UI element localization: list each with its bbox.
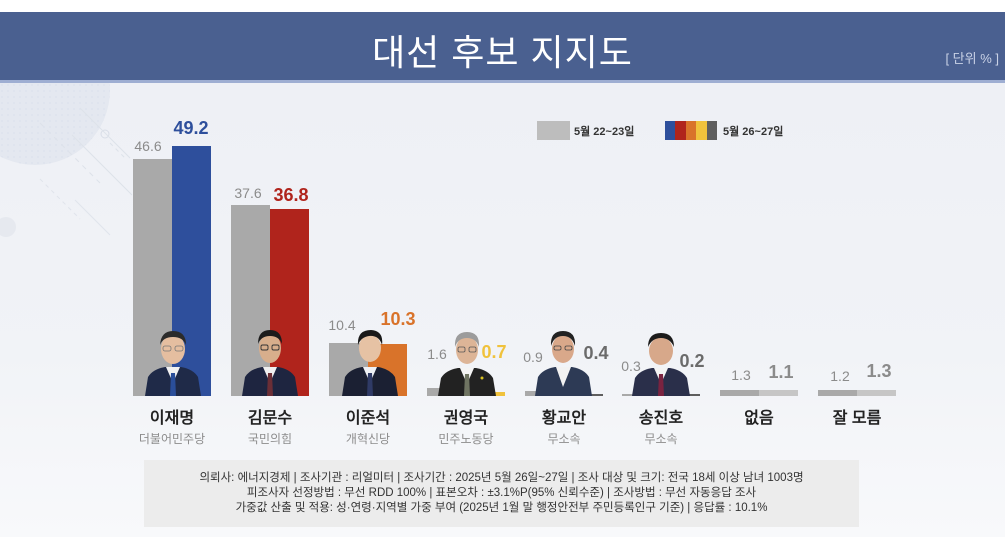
survey-info-line: 의뢰사: 에너지경제 | 조사기관 : 리얼미터 | 조사기간 : 2025년 …: [199, 472, 804, 484]
candidate-photo-song-jinho: [632, 333, 690, 396]
title-banner: 대선 후보 지지도 [ 단위 % ]: [0, 12, 1005, 80]
value-label-prev: 37.6: [234, 185, 262, 201]
chart-title: 대선 후보 지지도: [372, 32, 633, 73]
bar-group: [231, 0, 309, 396]
bar-curr: [857, 390, 896, 396]
value-label-prev: 46.6: [134, 138, 162, 154]
bar-curr: [759, 390, 798, 396]
candidate-photo-kwon-youngguk: [438, 332, 496, 396]
value-label-prev: 1.3: [731, 367, 751, 383]
bar-group: [818, 0, 896, 396]
bar-prev: [818, 390, 857, 396]
value-label-curr: 1.3: [866, 361, 892, 381]
category-name: 없음: [744, 410, 774, 427]
bar-prev: [231, 205, 270, 396]
candidate-party: 무소속: [644, 432, 678, 446]
legend-label-prev: 5월 22~23일: [574, 126, 635, 138]
legend-label-curr: 5월 26~27일: [723, 126, 784, 138]
legend-swatch-curr: [665, 121, 718, 140]
value-label-curr: 1.1: [768, 362, 794, 382]
legend-swatch-prev: [537, 121, 570, 140]
value-label-curr: 49.2: [173, 118, 209, 138]
value-label-curr: 10.3: [380, 309, 416, 329]
candidate-photo-hwang-kyoahn: [535, 331, 592, 396]
value-label-curr: 0.2: [679, 351, 705, 371]
candidate-party: 더불어민주당: [138, 432, 206, 446]
candidate-photo-lee-jaemyung: [145, 331, 201, 396]
candidate-name: 이재명: [149, 410, 195, 427]
value-label-prev: 0.9: [523, 349, 543, 365]
candidate-photo-lee-junseok: [342, 330, 398, 396]
unit-label: [ 단위 % ]: [945, 51, 999, 66]
survey-info-line: 피조사자 선정방법 : 무선 RDD 100% | 표본오차 : ±3.1%P(…: [246, 487, 757, 499]
legend-color-red: [675, 121, 686, 140]
value-label-curr: 0.4: [583, 343, 609, 363]
candidate-name: 김문수: [247, 410, 293, 427]
bar-prev: [720, 390, 759, 396]
legend-color-darkgray: [706, 121, 718, 140]
candidate-photo-kim-moonsoo: [242, 330, 298, 396]
candidate-name: 권영국: [443, 410, 489, 427]
value-label-prev: 1.6: [427, 346, 447, 362]
bar-group: [720, 0, 798, 396]
legend-color-blue: [665, 121, 676, 140]
value-label-prev: 0.3: [621, 358, 641, 374]
legend-color-yellow: [696, 121, 707, 140]
category-name: 잘 모름: [832, 410, 882, 427]
candidate-name: 송진호: [638, 410, 684, 427]
survey-info-line: 가중값 산출 및 적용: 성·연령·지역별 가중 부여 (2025년 1월 말 …: [235, 502, 768, 514]
value-label-prev: 10.4: [328, 317, 356, 333]
bar-curr: [270, 209, 309, 396]
candidate-party: 국민의힘: [247, 432, 293, 446]
background-decoration-icon: [0, 83, 133, 237]
header-divider: [0, 80, 1005, 83]
candidate-name: 황교안: [541, 410, 587, 427]
survey-info-box: 의뢰사: 에너지경제 | 조사기관 : 리얼미터 | 조사기간 : 2025년 …: [144, 460, 859, 527]
legend-color-orange: [685, 121, 697, 140]
candidate-party: 민주노동당: [438, 432, 494, 446]
value-label-curr: 0.7: [481, 342, 507, 362]
value-label-prev: 1.2: [830, 368, 850, 384]
value-label-curr: 36.8: [273, 185, 309, 205]
candidate-party: 무소속: [547, 432, 581, 446]
candidate-name: 이준석: [345, 410, 391, 427]
candidate-party: 개혁신당: [345, 432, 391, 446]
